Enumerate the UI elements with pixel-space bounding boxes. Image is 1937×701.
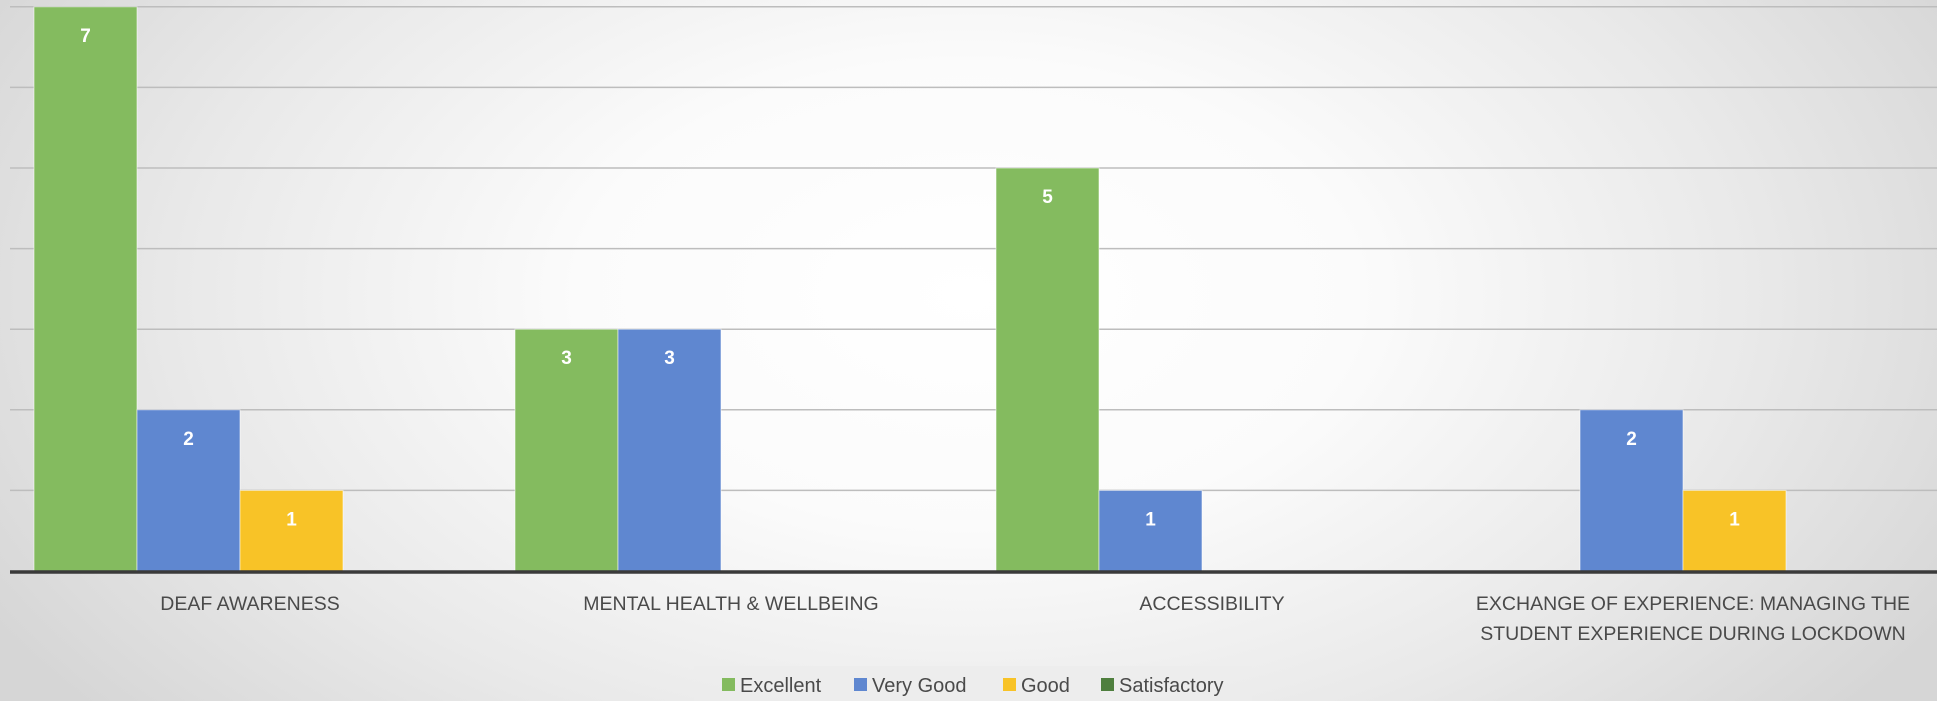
bar-good-1 <box>239 489 344 572</box>
bar-good-4 <box>1682 489 1787 572</box>
legend-swatch <box>722 678 735 691</box>
bar-excellent-2 <box>514 328 619 572</box>
data-label: 3 <box>561 348 572 369</box>
data-label: 7 <box>80 26 91 47</box>
legend-item-good: Good <box>1003 675 1070 697</box>
data-label: 1 <box>1729 509 1740 530</box>
legend-item-very-good: Very Good <box>854 675 967 697</box>
legend-label: Excellent <box>740 675 822 697</box>
gridlines <box>10 6 1937 492</box>
category-label: DEAF AWARENESS <box>160 593 340 615</box>
data-label: 2 <box>1626 429 1637 450</box>
data-label: 1 <box>1145 509 1156 530</box>
legend-swatch <box>1003 678 1016 691</box>
legend-label: Good <box>1021 675 1070 697</box>
legend-label: Very Good <box>872 675 967 697</box>
bar-excellent-1 <box>33 6 138 572</box>
legend-background <box>694 666 1252 701</box>
legend: Excellent Very Good Good Satisfactory <box>694 666 1252 701</box>
legend-item-satisfactory: Satisfactory <box>1101 675 1223 697</box>
data-label: 1 <box>286 509 297 530</box>
data-label: 2 <box>183 429 194 450</box>
bar-very-good-4 <box>1579 409 1684 572</box>
data-label: 3 <box>664 348 675 369</box>
category-label: ACCESSIBILITY <box>1139 593 1284 615</box>
bar-excellent-3 <box>995 167 1100 572</box>
category-label: MENTAL HEALTH & WELLBEING <box>583 593 878 615</box>
legend-swatch <box>854 678 867 691</box>
bars <box>33 6 1787 572</box>
data-label: 5 <box>1042 187 1053 208</box>
category-labels: DEAF AWARENESS MENTAL HEALTH & WELLBEING A… <box>160 593 1910 645</box>
legend-label: Satisfactory <box>1119 675 1223 697</box>
legend-swatch <box>1101 678 1114 691</box>
bar-very-good-3 <box>1098 489 1203 572</box>
data-labels: 7 2 1 3 3 5 1 2 1 <box>80 26 1740 531</box>
legend-item-excellent: Excellent <box>722 675 822 697</box>
bar-very-good-2 <box>617 328 722 572</box>
category-label: EXCHANGE OF EXPERIENCE: MANAGING THE STUD… <box>1476 593 1910 645</box>
